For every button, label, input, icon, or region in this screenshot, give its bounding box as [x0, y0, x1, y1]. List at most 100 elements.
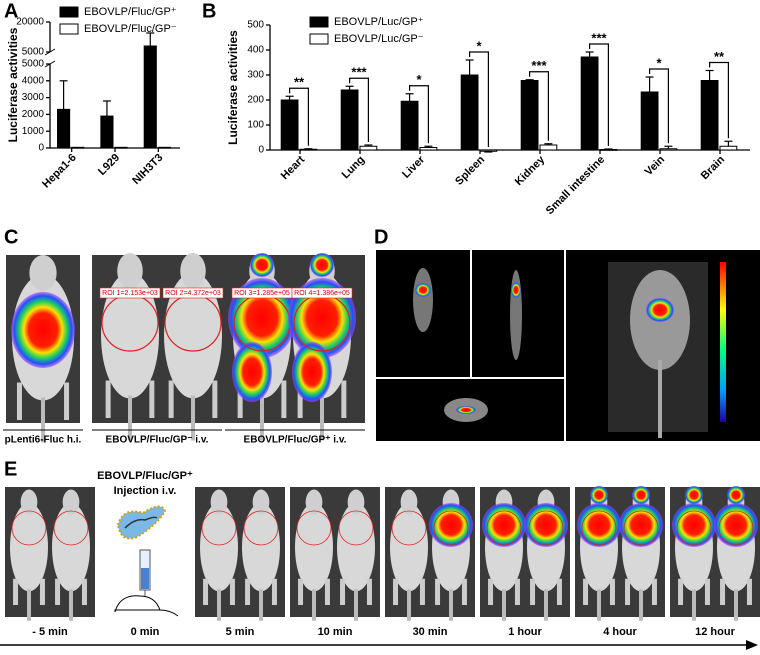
- mouse-leg: [514, 578, 520, 605]
- error-bar: [285, 95, 294, 100]
- signal: [672, 503, 716, 547]
- cartoon: [114, 505, 179, 617]
- mouse-tail: [734, 589, 738, 621]
- mouse-tail: [502, 589, 506, 621]
- mouse-head: [29, 255, 57, 291]
- error-bar: [364, 144, 373, 147]
- legend-swatch: [59, 6, 79, 18]
- y-tick-label: 1000: [22, 126, 45, 137]
- mouse-leg: [341, 380, 347, 418]
- bar: [419, 147, 438, 151]
- mouse-head: [252, 489, 270, 515]
- y-tick-label: 20000: [16, 17, 44, 28]
- x-tick-label: Heart: [279, 153, 308, 182]
- signal: [524, 503, 568, 547]
- mouse-leg: [105, 380, 111, 418]
- mouse-body: [242, 503, 280, 592]
- syringe-fluid: [141, 568, 149, 589]
- error-bar: [724, 140, 733, 147]
- mouse-tail: [27, 589, 31, 621]
- significance-bracket: [589, 43, 609, 146]
- significance-label: *: [656, 55, 662, 70]
- mouse-leg: [530, 578, 536, 605]
- injection-label: Injection i.v.: [114, 485, 177, 497]
- signal: [590, 486, 608, 504]
- mouse-tail: [128, 395, 132, 441]
- bar: [157, 146, 171, 149]
- bar: [71, 146, 85, 149]
- error-bar: [525, 79, 534, 81]
- legend-swatch: [59, 23, 79, 35]
- error-bar: [604, 148, 613, 150]
- bar: [659, 148, 678, 151]
- error-bar: [102, 100, 111, 117]
- roi-circle: [53, 510, 89, 546]
- y-tick-label: 400: [247, 45, 264, 56]
- signal: [714, 503, 758, 547]
- mouse-tail: [407, 589, 411, 621]
- roi-box: [162, 287, 224, 299]
- mouse-head: [62, 489, 80, 515]
- roi-circle: [528, 510, 564, 546]
- error-bar: [544, 143, 553, 145]
- mouse-tail: [449, 589, 453, 621]
- roi-box: [99, 287, 161, 299]
- error-bar: [664, 145, 673, 149]
- error-bar: [304, 148, 313, 150]
- photo: [290, 487, 380, 621]
- significance-label: *: [416, 72, 422, 87]
- y-tick-label: 0: [258, 145, 264, 156]
- significance-bracket: [649, 68, 669, 144]
- mouse-body: [200, 503, 238, 592]
- y-tick-label: 2000: [22, 109, 45, 120]
- images: ROI 1=2.153e+03 ROI 2=4.372e+03 ROI 3=1.28…: [0, 250, 760, 650]
- mouse-head: [305, 489, 323, 515]
- mouse-body: [164, 272, 222, 399]
- roi-label: ROI 1=2.153e+03: [102, 290, 158, 297]
- caption: pLenti6-Fluc h.i.: [5, 435, 82, 446]
- roi-circle: [201, 510, 237, 546]
- mouse-leg: [678, 578, 684, 605]
- y-tick-label: 100: [247, 120, 264, 131]
- mouse-leg: [419, 578, 425, 605]
- mouse-body: [10, 503, 48, 592]
- roi-circle: [433, 510, 469, 546]
- axis-break: [44, 60, 56, 68]
- mouse-body: [52, 503, 90, 592]
- significance-label: ***: [591, 30, 607, 45]
- time-label: - 5 min: [32, 626, 68, 638]
- mouse-leg: [39, 578, 45, 605]
- mouse-leg: [435, 578, 441, 605]
- bar: [100, 115, 114, 149]
- photo: [5, 487, 95, 621]
- panel-label: E: [4, 458, 17, 480]
- error-bar: [405, 93, 414, 102]
- bar: [280, 99, 299, 151]
- roi-circle: [718, 510, 754, 546]
- mouse-leg: [64, 382, 70, 420]
- signal: [292, 342, 332, 402]
- error-bar: [146, 32, 155, 46]
- mouse-tail: [639, 589, 643, 621]
- legend-label: EBOVLP/Fluc/GP⁻: [84, 23, 177, 35]
- injection-label: EBOVLP/Fluc/GP⁺: [97, 470, 193, 482]
- error-bar: [645, 76, 654, 92]
- y-tick-label: 0: [38, 143, 44, 154]
- bar: [57, 108, 71, 149]
- x-tick-label: Liver: [400, 153, 428, 181]
- mouse-leg: [16, 382, 22, 420]
- mouse-body: [295, 503, 333, 592]
- signal: [250, 253, 274, 277]
- mouse-tail: [312, 589, 316, 621]
- mouse-leg: [583, 578, 589, 605]
- x-tick-label: L929: [96, 152, 122, 178]
- signal: [415, 283, 431, 297]
- signal: [310, 253, 334, 277]
- signal: [482, 503, 526, 547]
- error-bar: [465, 59, 474, 75]
- mouse-tail: [41, 397, 45, 443]
- signal: [646, 298, 674, 322]
- y-tick-label: 4000: [22, 75, 45, 86]
- mouse-leg: [297, 380, 303, 418]
